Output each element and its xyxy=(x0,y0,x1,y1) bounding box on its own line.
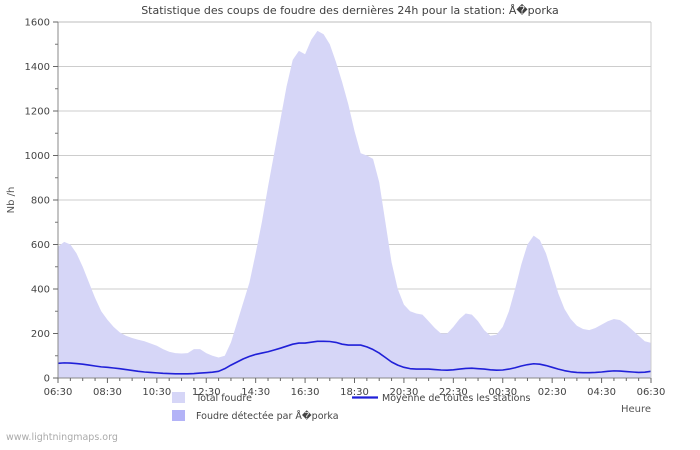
x-tick-label: 20:30 xyxy=(390,387,419,398)
y-axis-title: Nb /h xyxy=(6,187,17,214)
y-tick-label: 600 xyxy=(31,240,50,251)
x-tick-label: 22:30 xyxy=(439,387,468,398)
x-tick-label: 18:30 xyxy=(340,387,369,398)
y-tick-label: 1600 xyxy=(25,18,50,29)
area-series-0 xyxy=(58,30,651,379)
x-tick-label: 06:30 xyxy=(637,387,666,398)
x-tick-label: 02:30 xyxy=(538,387,567,398)
x-tick-label: 06:30 xyxy=(44,387,73,398)
y-tick-label: 1000 xyxy=(25,151,50,162)
chart-title: Statistique des coups de foudre des dern… xyxy=(141,4,559,17)
legend-swatch-0 xyxy=(172,392,185,403)
x-tick-label: 14:30 xyxy=(241,387,270,398)
x-tick-label: 00:30 xyxy=(488,387,517,398)
y-tick-label: 1400 xyxy=(25,62,50,73)
y-tick-label: 800 xyxy=(31,196,50,207)
x-axis-title: Heure xyxy=(621,404,651,415)
legend-swatch-1 xyxy=(172,410,185,421)
x-tick-label: 04:30 xyxy=(587,387,616,398)
y-tick-label: 0 xyxy=(44,374,50,385)
x-tick-label: 12:30 xyxy=(192,387,221,398)
x-tick-label: 08:30 xyxy=(93,387,122,398)
y-tick-label: 400 xyxy=(31,285,50,296)
watermark-label: www.lightningmaps.org xyxy=(6,432,118,443)
y-tick-label: 200 xyxy=(31,329,50,340)
legend-label-0: Total foudre xyxy=(195,393,252,404)
x-tick-label: 10:30 xyxy=(142,387,171,398)
y-tick-label: 1200 xyxy=(25,107,50,118)
line-series-0 xyxy=(57,340,652,375)
legend-label-1: Foudre détectée par Å�porka xyxy=(196,410,339,422)
x-tick-label: 16:30 xyxy=(291,387,320,398)
legend-label-2: Moyenne de toutes les stations xyxy=(382,393,531,404)
